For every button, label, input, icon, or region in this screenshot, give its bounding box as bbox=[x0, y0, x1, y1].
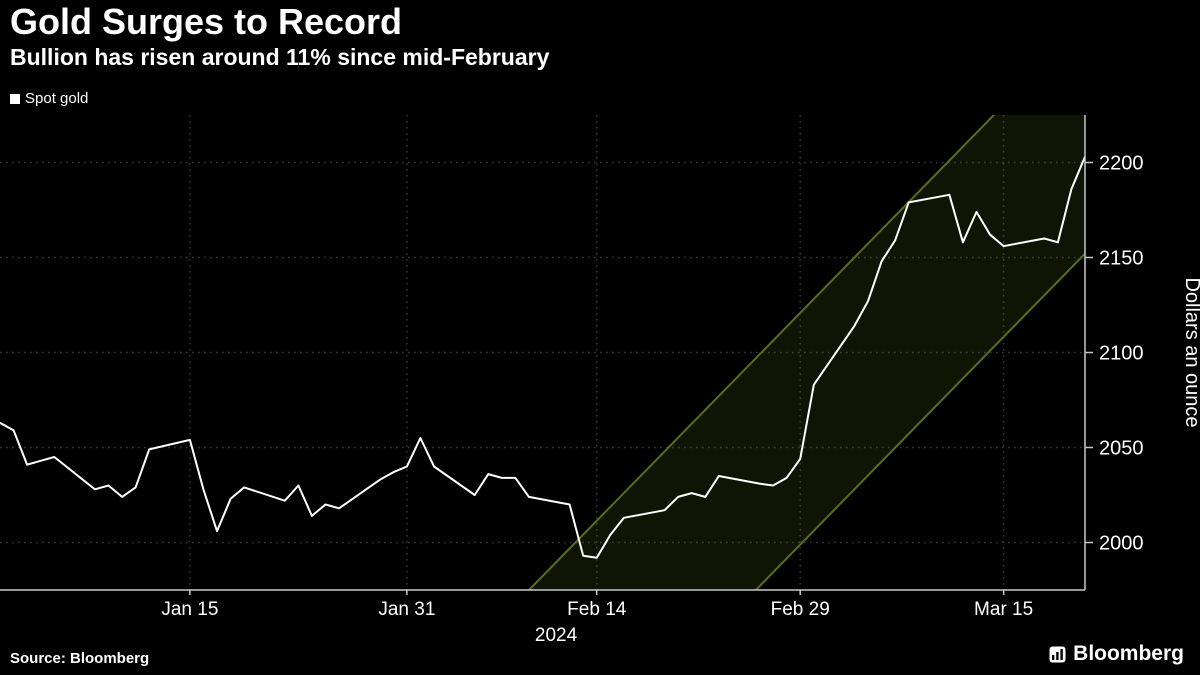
legend-label: Spot gold bbox=[25, 90, 89, 107]
legend: Spot gold bbox=[10, 90, 88, 107]
y-tick-label: 2000 bbox=[1099, 533, 1144, 555]
x-tick-label: Mar 15 bbox=[974, 599, 1033, 620]
bloomberg-logo: Bloomberg bbox=[1049, 642, 1184, 666]
year-label: 2024 bbox=[535, 625, 578, 646]
x-tick-label: Feb 14 bbox=[567, 599, 627, 620]
y-axis-labels: 2000 2050 2100 2150 2200 bbox=[1085, 153, 1144, 555]
y-tick-label: 2150 bbox=[1099, 248, 1144, 270]
bloomberg-logo-icon bbox=[1049, 646, 1066, 662]
trend-channel bbox=[528, 115, 1085, 590]
y-tick-label: 2050 bbox=[1099, 438, 1144, 460]
bloomberg-logo-text: Bloomberg bbox=[1073, 642, 1184, 665]
x-tick-label: Feb 29 bbox=[771, 599, 830, 620]
y-tick-label: 2200 bbox=[1099, 153, 1144, 175]
y-axis-title: Dollars an ounce bbox=[1181, 277, 1200, 427]
gridlines bbox=[0, 115, 1085, 590]
x-axis-labels: Jan 15 Jan 31 Feb 14 Feb 29 Mar 15 2024 bbox=[161, 590, 1033, 646]
chart-subtitle: Bullion has risen around 11% since mid-F… bbox=[10, 44, 550, 70]
x-tick-label: Jan 15 bbox=[161, 599, 218, 620]
source-credit: Source: Bloomberg bbox=[10, 650, 150, 667]
y-tick-label: 2100 bbox=[1099, 343, 1144, 365]
legend-swatch-icon bbox=[10, 93, 20, 104]
spot-gold-line bbox=[0, 156, 1085, 559]
chart-title: Gold Surges to Record bbox=[10, 1, 403, 42]
x-tick-label: Jan 31 bbox=[378, 599, 435, 620]
